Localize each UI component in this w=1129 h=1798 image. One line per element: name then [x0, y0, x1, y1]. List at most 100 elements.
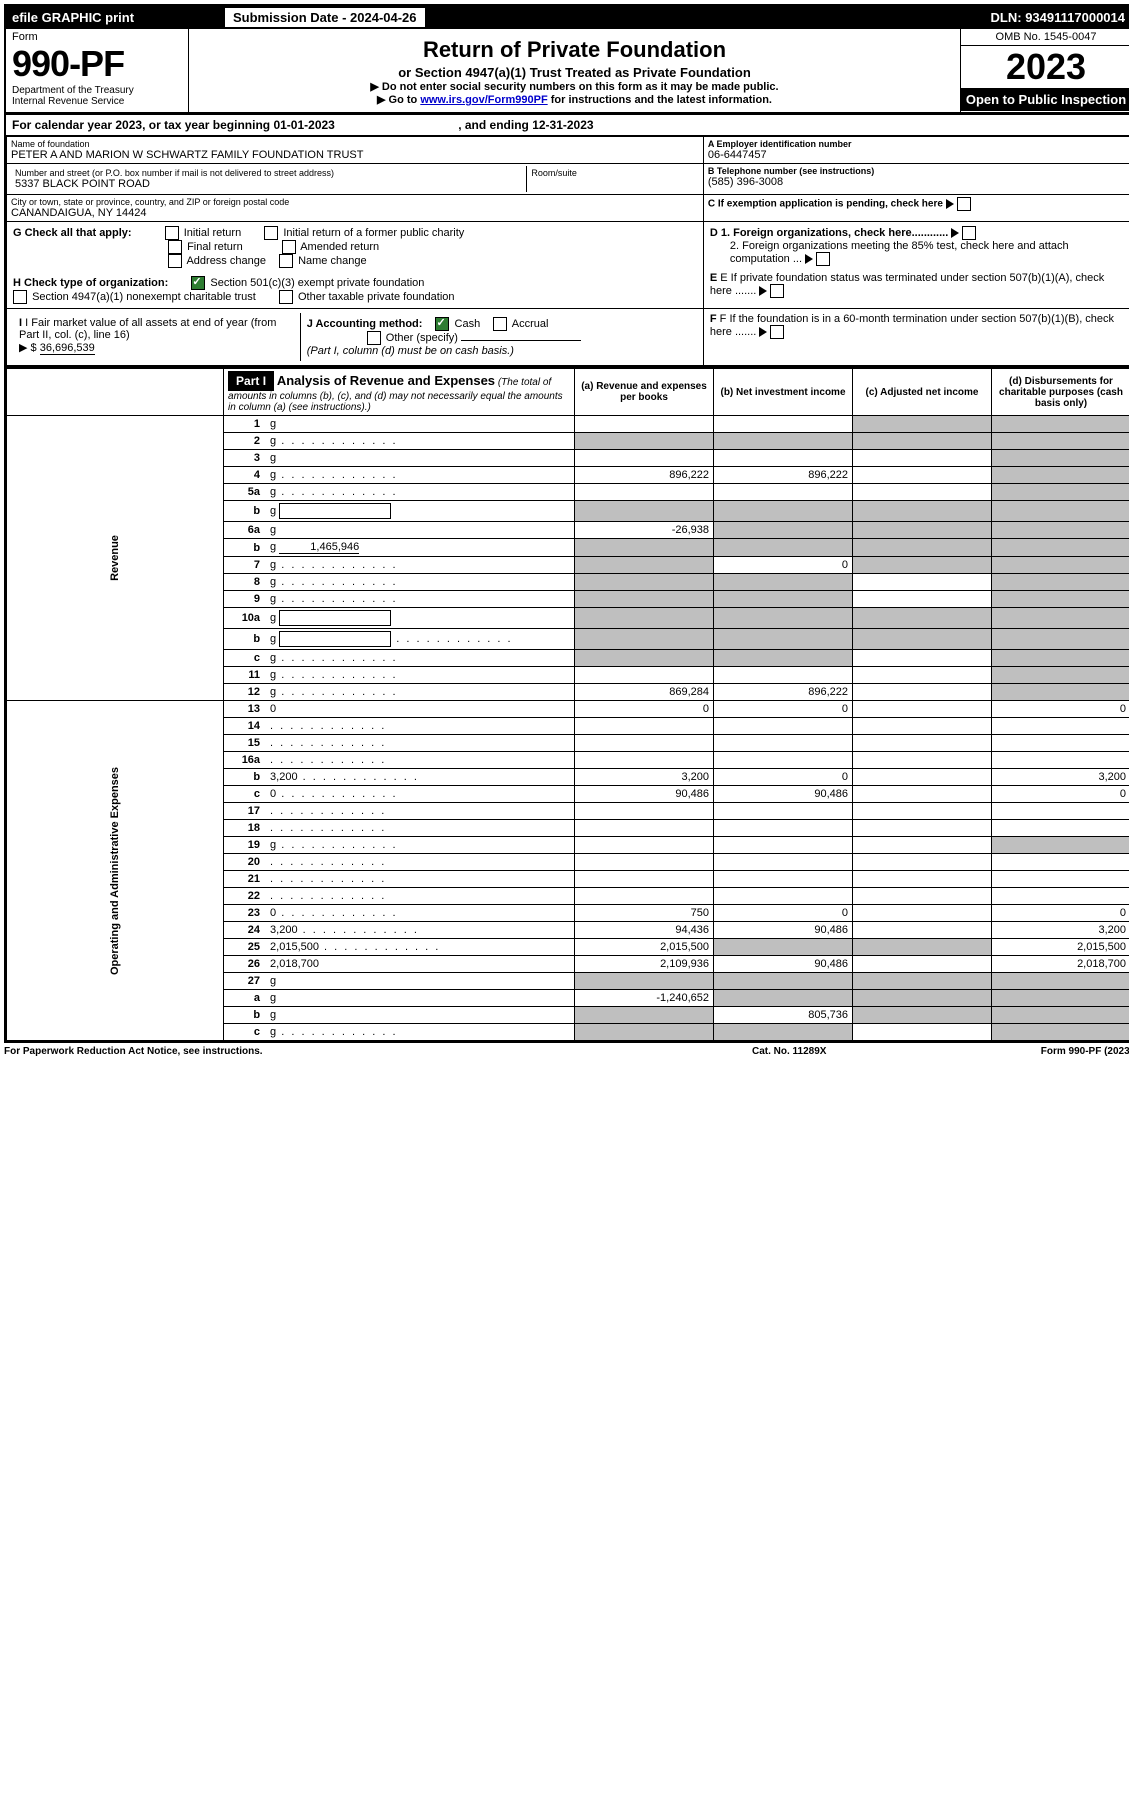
amount-cell [853, 990, 992, 1007]
amount-cell [575, 450, 714, 467]
col-a-header: (a) Revenue and expenses per books [575, 368, 714, 416]
row-description: 3,200 [266, 769, 574, 786]
amount-cell [853, 667, 992, 684]
section-f: F F If the foundation is in a 60-month t… [703, 309, 1129, 366]
accrual-checkbox[interactable] [493, 317, 507, 331]
form-subtitle: or Section 4947(a)(1) Trust Treated as P… [195, 65, 954, 80]
address-change-checkbox[interactable] [168, 254, 182, 268]
name-change-checkbox[interactable] [279, 254, 293, 268]
amended-return-checkbox[interactable] [282, 240, 296, 254]
row-description: g [266, 1007, 574, 1024]
amount-cell: 750 [575, 905, 714, 922]
row-description: g [266, 574, 574, 591]
row-number: 16a [224, 752, 267, 769]
amount-cell [853, 701, 992, 718]
row-description: g [266, 973, 574, 990]
row-number: 2 [224, 433, 267, 450]
table-row: Revenue1g [7, 416, 1129, 433]
ein-value: 06-6447457 [708, 149, 1126, 161]
amount-cell: 90,486 [575, 786, 714, 803]
row-description: g [266, 557, 574, 574]
amount-cell [853, 450, 992, 467]
row-number: 26 [224, 956, 267, 973]
arrow-icon [759, 286, 767, 296]
amount-cell [853, 591, 992, 608]
60-month-checkbox[interactable] [770, 325, 784, 339]
row-description: 0 [266, 701, 574, 718]
amount-cell [853, 769, 992, 786]
501c3-checkbox[interactable] [191, 276, 205, 290]
amount-cell [575, 574, 714, 591]
row-description [266, 888, 574, 905]
row-description [266, 735, 574, 752]
initial-return-checkbox[interactable] [165, 226, 179, 240]
amount-cell [575, 484, 714, 501]
row-number: 6a [224, 522, 267, 539]
fmv-value: 36,696,539 [40, 342, 95, 355]
amount-cell [992, 667, 1129, 684]
goto-instr: ▶ Go to www.irs.gov/Form990PF for instru… [195, 93, 954, 106]
amount-cell [575, 539, 714, 557]
exemption-checkbox[interactable] [957, 197, 971, 211]
4947a1-checkbox[interactable] [13, 290, 27, 304]
section-h: H Check type of organization: Section 50… [7, 272, 704, 309]
amount-cell [992, 888, 1129, 905]
row-number: b [224, 629, 267, 650]
row-number: 1 [224, 416, 267, 433]
row-description: g [266, 667, 574, 684]
row-number: 20 [224, 854, 267, 871]
amount-cell [575, 752, 714, 769]
other-taxable-checkbox[interactable] [279, 290, 293, 304]
arrow-icon [759, 327, 767, 337]
amount-cell [714, 629, 853, 650]
telephone-value: (585) 396-3008 [708, 176, 1126, 188]
amount-cell [992, 718, 1129, 735]
row-number: 13 [224, 701, 267, 718]
amount-cell [714, 650, 853, 667]
irs-link[interactable]: www.irs.gov/Form990PF [420, 94, 547, 106]
amount-cell [575, 629, 714, 650]
amount-cell: 0 [714, 769, 853, 786]
efile-label: efile GRAPHIC print [5, 5, 218, 29]
amount-cell [575, 1007, 714, 1024]
foreign-85-checkbox[interactable] [816, 252, 830, 266]
initial-former-checkbox[interactable] [264, 226, 278, 240]
amount-cell [853, 803, 992, 820]
amount-cell [853, 1007, 992, 1024]
amount-cell: 90,486 [714, 786, 853, 803]
amount-cell [992, 871, 1129, 888]
row-number: 23 [224, 905, 267, 922]
arrow-icon [951, 228, 959, 238]
row-description: 2,015,500 [266, 939, 574, 956]
dept-treasury: Department of the Treasury [12, 85, 182, 96]
status-terminated-checkbox[interactable] [770, 284, 784, 298]
foundation-name: PETER A AND MARION W SCHWARTZ FAMILY FOU… [11, 149, 699, 161]
row-number: 9 [224, 591, 267, 608]
amount-cell [992, 837, 1129, 854]
omb-number: OMB No. 1545-0047 [961, 29, 1129, 46]
row-number: 5a [224, 484, 267, 501]
amount-cell [575, 837, 714, 854]
row-description [266, 803, 574, 820]
amount-cell: 90,486 [714, 922, 853, 939]
cash-checkbox[interactable] [435, 317, 449, 331]
amount-cell [853, 522, 992, 539]
revenue-side-label: Revenue [7, 416, 224, 701]
dln-label: DLN: 93491117000014 [869, 5, 1129, 29]
amount-cell [575, 591, 714, 608]
row-description [266, 752, 574, 769]
form-word: Form [12, 31, 182, 43]
foreign-org-checkbox[interactable] [962, 226, 976, 240]
amount-cell [992, 522, 1129, 539]
amount-cell [714, 803, 853, 820]
row-description: 3,200 [266, 922, 574, 939]
amount-cell: 0 [575, 701, 714, 718]
section-i-j: I I Fair market value of all assets at e… [7, 309, 704, 366]
amount-cell [853, 684, 992, 701]
room-suite-label: Room/suite [531, 168, 694, 178]
amount-cell: 3,200 [992, 769, 1129, 786]
row-description: g 1,465,946 [266, 539, 574, 557]
row-number: b [224, 1007, 267, 1024]
other-method-checkbox[interactable] [367, 331, 381, 345]
final-return-checkbox[interactable] [168, 240, 182, 254]
